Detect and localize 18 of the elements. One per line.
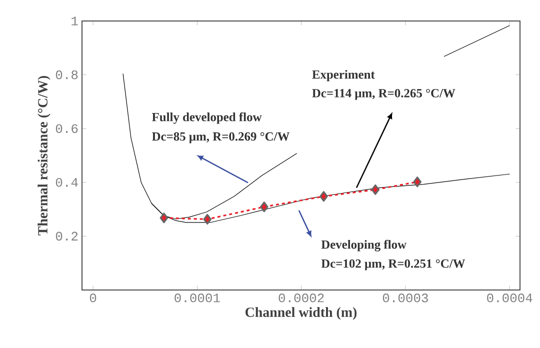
x-tick-label: 0.0001 (174, 294, 220, 302)
annotation: Developing flow (321, 240, 406, 252)
x-tick-label: 0.0004 (487, 294, 532, 302)
annotation: Dc=114 μm, R=0.265 °C/W (312, 88, 456, 100)
x-axis-title: Channel width (m) (246, 307, 357, 320)
y-tick-label: 1 (72, 16, 78, 26)
y-tick-label: 0.4 (56, 178, 78, 187)
x-tick-label: 0.0003 (382, 294, 428, 302)
annotation: Fully developed flow (152, 112, 262, 124)
annotation: Dc=102 μm, R=0.251 °C/W (321, 259, 466, 270)
y-axis-title: Thermal resistance (°C/W) (38, 76, 50, 236)
x-tick-label: 0.0002 (278, 294, 324, 302)
y-tick-label: 0.8 (56, 70, 78, 80)
y-tick-label: 0.6 (56, 124, 78, 133)
annotation: Dc=85 μm, R=0.269 °C/W (152, 132, 290, 144)
x-tick-label: 0 (90, 294, 96, 302)
annotation: Experiment (312, 70, 375, 82)
y-tick-label: 0.2 (56, 232, 78, 241)
